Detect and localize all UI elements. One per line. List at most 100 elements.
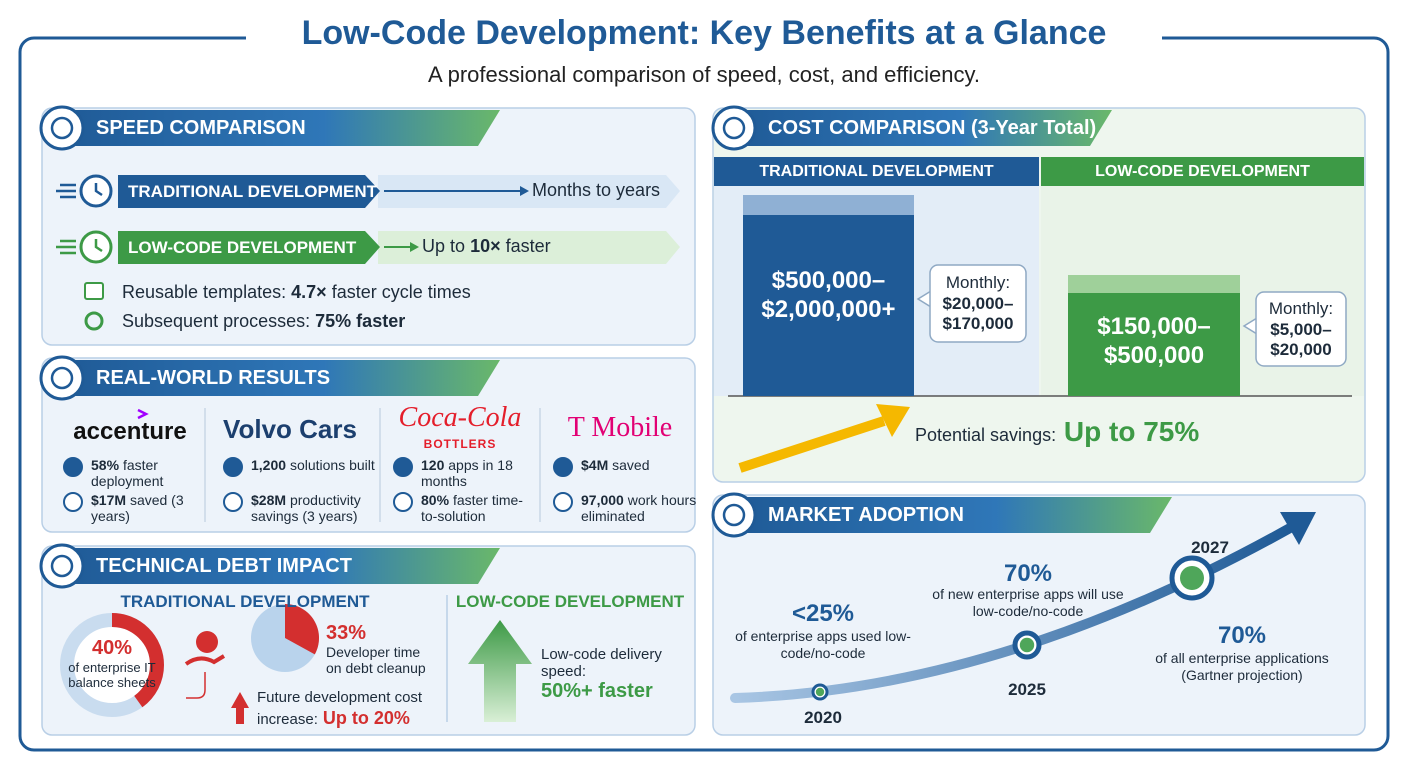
company-stat-bold: 1,200 — [251, 457, 287, 473]
money-bag-icon — [196, 631, 218, 653]
clock-hands — [94, 183, 103, 197]
cycle-icon — [84, 311, 104, 331]
row-result: Months to years — [532, 180, 660, 201]
monthly-value: $20,000–$170,000 — [942, 294, 1014, 333]
cost-bar-cap — [1068, 275, 1240, 293]
row-background — [378, 231, 680, 264]
savings-bold: Up to 75% — [1063, 416, 1200, 447]
company-stat-bold: 97,000 — [581, 492, 624, 508]
panel-icon — [39, 355, 85, 401]
savings: Potential savings: Up to 75% — [915, 416, 1199, 448]
company-stat-text: productivity savings (3 years) — [251, 492, 361, 524]
speed-note: Reusable templates: 4.7× faster cycle time… — [122, 282, 471, 303]
row-label-banner — [118, 175, 380, 208]
company-logo-sub: BOTTLERS — [423, 437, 497, 451]
company-logo: accenture — [73, 418, 187, 445]
company-stat-text: saved — [612, 457, 650, 473]
cost-column-title: TRADITIONAL DEVELOPMENT — [759, 163, 994, 180]
savings-lead: Potential savings: — [915, 425, 1057, 445]
cost-bar — [743, 195, 914, 396]
milestone-dot — [1019, 637, 1035, 653]
cost-total: $150,000–$500,000 — [1097, 313, 1211, 369]
title: Low-Code Development: Key Benefits at a … — [301, 14, 1107, 52]
speed-lines — [56, 183, 76, 199]
stat-icon — [63, 492, 83, 512]
stat-icon — [223, 492, 243, 512]
company-stat: 1,200 solutions built — [251, 457, 391, 473]
monthly-value: $5,000–$20,000 — [1270, 320, 1332, 359]
company-stat-bold: 58% — [91, 457, 120, 473]
adoption-arrow-head — [1280, 512, 1316, 545]
speed-note-lead: Reusable templates: — [122, 282, 287, 302]
cost-bar — [1068, 275, 1240, 396]
callout-seam — [1257, 319, 1260, 333]
row-label: LOW-CODE DEVELOPMENT — [128, 238, 357, 257]
company-stat-bold: $4M — [581, 457, 609, 473]
panel-banner — [60, 360, 500, 396]
stat-icon — [553, 457, 573, 477]
lowcode-speed-value: 50%+ faster — [541, 680, 653, 702]
milestone-caption: of new enterprise apps will use low-code… — [932, 586, 1124, 619]
cost-column-header — [1041, 157, 1364, 186]
row-arrow-head — [410, 242, 419, 252]
company-stat-bold: $17M — [91, 492, 127, 508]
row-result-lead: Months to years — [532, 180, 661, 200]
donut-caption: of enterprise IT balance sheets — [68, 660, 156, 690]
debt-cost-bold: Up to 20% — [322, 708, 410, 728]
company-stat-text: apps in 18 months — [421, 457, 513, 489]
company-stat-bold: $28M — [251, 492, 287, 508]
row-background — [378, 175, 680, 208]
subtitle: A professional comparison of speed, cost… — [428, 62, 980, 87]
company-stat: 80% faster time-to-solution — [421, 492, 539, 524]
cost-bar-cap — [743, 195, 914, 215]
panel-icon — [39, 105, 85, 151]
stat-icon — [393, 457, 413, 477]
milestone-dot — [1180, 566, 1204, 590]
stat-icon — [63, 457, 83, 477]
speed-note-lead: Subsequent processes: — [122, 311, 311, 331]
stat-icon — [223, 457, 243, 477]
stat-icon — [553, 492, 573, 512]
monthly-label: Monthly: — [1268, 299, 1334, 318]
panel-heading: MARKET ADOPTION — [768, 504, 964, 526]
company-stat: 97,000 work hours eliminated — [581, 492, 699, 524]
hand-icon — [184, 654, 226, 666]
cost-column-title: LOW-CODE DEVELOPMENT — [1095, 163, 1310, 180]
milestone-value: 70% — [1217, 622, 1267, 649]
row-arrow-head — [520, 186, 529, 196]
milestone-dot — [815, 687, 825, 697]
pie-wedge — [285, 604, 320, 655]
panel-heading: REAL-WORLD RESULTS — [96, 367, 331, 389]
company-logo: T Mobile — [567, 412, 673, 443]
company-stat-text: solutions built — [289, 457, 375, 473]
panel — [712, 494, 1366, 736]
company-stat: $4M saved — [581, 457, 699, 473]
speed-note-bold: 75% faster — [315, 311, 406, 331]
milestone-caption: of enterprise apps used low-code/no-code — [735, 628, 911, 661]
stat-icon — [393, 492, 413, 512]
callout — [929, 264, 1027, 343]
clock-hands — [94, 239, 103, 253]
company-stat: 58% faster deployment — [91, 457, 209, 489]
savings-arrow — [738, 416, 886, 473]
cost-total: $500,000–$2,000,000+ — [761, 267, 896, 323]
milestone-year: 2020 — [804, 708, 842, 727]
speed-note-tail: faster cycle times — [331, 282, 471, 302]
row-result-bold: 10× — [470, 236, 501, 256]
company-stat-text: faster deployment — [91, 457, 164, 489]
panel — [41, 107, 696, 346]
company-stat-bold: 120 — [421, 457, 445, 473]
company-stat: $17M saved (3 years) — [91, 492, 209, 524]
pie-caption: Developer time on debt cleanup — [326, 644, 426, 676]
panel-banner — [60, 548, 500, 584]
milestone-year: 2027 — [1191, 538, 1229, 557]
company-stat-text: faster time-to-solution — [421, 492, 523, 524]
panel-icon-glyph — [722, 116, 746, 140]
donut-label: 40% — [91, 637, 133, 659]
connector — [186, 672, 206, 699]
panel-heading: TECHNICAL DEBT IMPACT — [96, 555, 352, 577]
callout-seam — [931, 292, 934, 306]
panel-icon — [711, 105, 757, 151]
